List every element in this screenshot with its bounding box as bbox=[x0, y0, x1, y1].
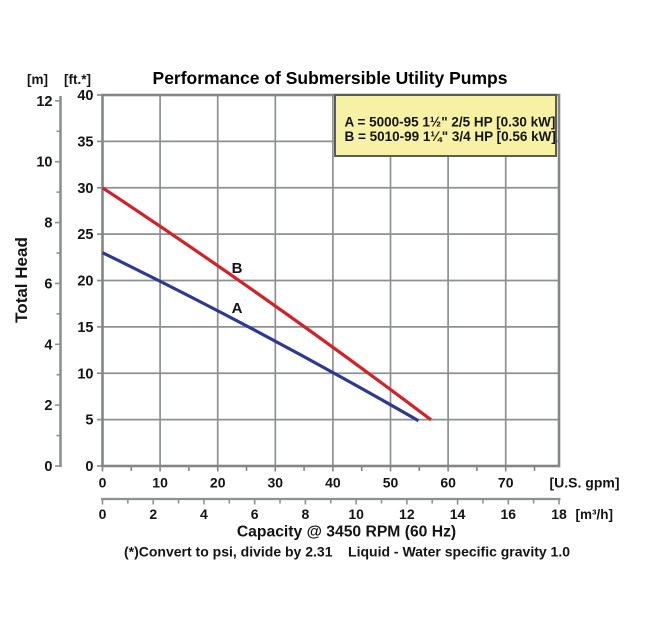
svg-text:Total Head: Total Head bbox=[12, 237, 31, 323]
svg-text:A = 5000-95 1½" 2/5 HP [0.30 k: A = 5000-95 1½" 2/5 HP [0.30 kW] bbox=[345, 115, 556, 130]
svg-text:[ft.*]: [ft.*] bbox=[64, 72, 91, 87]
svg-text:8: 8 bbox=[44, 216, 52, 232]
svg-text:A: A bbox=[232, 300, 243, 317]
svg-text:30: 30 bbox=[77, 181, 93, 197]
svg-text:15: 15 bbox=[77, 320, 93, 336]
svg-text:10: 10 bbox=[152, 474, 168, 490]
svg-text:16: 16 bbox=[501, 506, 517, 522]
svg-text:10: 10 bbox=[348, 506, 364, 522]
svg-text:B = 5010-99 1¼" 3/4 HP [0.56 k: B = 5010-99 1¼" 3/4 HP [0.56 kW] bbox=[345, 129, 556, 144]
svg-text:18: 18 bbox=[551, 506, 567, 522]
svg-text:20: 20 bbox=[77, 274, 93, 290]
svg-text:0: 0 bbox=[85, 459, 93, 475]
svg-text:Capacity @ 3450 RPM (60 Hz): Capacity @ 3450 RPM (60 Hz) bbox=[237, 524, 456, 541]
svg-text:30: 30 bbox=[268, 474, 284, 490]
svg-text:(*)Convert to psi, divide by 2: (*)Convert to psi, divide by 2.31 Liquid… bbox=[124, 544, 570, 560]
svg-text:0: 0 bbox=[44, 459, 52, 475]
svg-text:10: 10 bbox=[36, 155, 52, 171]
svg-text:2: 2 bbox=[44, 398, 52, 414]
svg-text:20: 20 bbox=[210, 474, 226, 490]
svg-text:[U.S. gpm]: [U.S. gpm] bbox=[550, 475, 620, 491]
svg-text:5: 5 bbox=[85, 413, 93, 429]
svg-text:60: 60 bbox=[440, 474, 456, 490]
svg-text:14: 14 bbox=[450, 506, 466, 522]
svg-text:12: 12 bbox=[36, 94, 52, 110]
svg-text:B: B bbox=[232, 260, 243, 277]
svg-text:12: 12 bbox=[399, 506, 415, 522]
svg-text:4: 4 bbox=[200, 506, 208, 522]
svg-text:6: 6 bbox=[251, 506, 259, 522]
svg-text:8: 8 bbox=[301, 506, 309, 522]
svg-text:6: 6 bbox=[44, 276, 52, 292]
svg-text:70: 70 bbox=[498, 474, 514, 490]
svg-text:Performance of Submersible Uti: Performance of Submersible Utility Pumps bbox=[153, 68, 508, 88]
svg-text:2: 2 bbox=[149, 506, 157, 522]
svg-text:40: 40 bbox=[325, 474, 341, 490]
svg-text:[m³/h]: [m³/h] bbox=[576, 507, 614, 522]
svg-text:4: 4 bbox=[44, 337, 52, 353]
svg-text:40: 40 bbox=[77, 88, 93, 104]
svg-text:0: 0 bbox=[99, 474, 107, 490]
svg-text:35: 35 bbox=[77, 134, 93, 150]
svg-text:0: 0 bbox=[99, 506, 107, 522]
svg-text:[m]: [m] bbox=[27, 72, 48, 87]
svg-text:10: 10 bbox=[77, 366, 93, 382]
svg-text:50: 50 bbox=[383, 474, 399, 490]
svg-text:25: 25 bbox=[77, 227, 93, 243]
